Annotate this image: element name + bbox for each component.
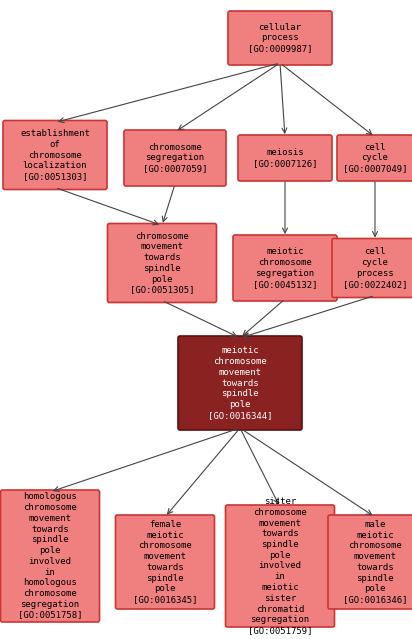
FancyBboxPatch shape <box>3 121 107 190</box>
FancyBboxPatch shape <box>0 490 100 622</box>
Text: cell
cycle
[GO:0007049]: cell cycle [GO:0007049] <box>343 142 407 173</box>
Text: meiotic
chromosome
segregation
[GO:0045132]: meiotic chromosome segregation [GO:00451… <box>253 247 317 289</box>
Text: cellular
process
[GO:0009987]: cellular process [GO:0009987] <box>248 23 312 53</box>
Text: male
meiotic
chromosome
movement
towards
spindle
pole
[GO:0016346]: male meiotic chromosome movement towards… <box>343 520 407 604</box>
FancyBboxPatch shape <box>115 515 215 609</box>
Text: chromosome
segregation
[GO:0007059]: chromosome segregation [GO:0007059] <box>143 142 207 173</box>
FancyBboxPatch shape <box>228 11 332 65</box>
Text: homologous
chromosome
movement
towards
spindle
pole
involved
in
homologous
chrom: homologous chromosome movement towards s… <box>18 493 82 620</box>
FancyBboxPatch shape <box>124 130 226 186</box>
Text: sister
chromosome
movement
towards
spindle
pole
involved
in
meiotic
sister
chrom: sister chromosome movement towards spind… <box>248 497 312 635</box>
Text: chromosome
movement
towards
spindle
pole
[GO:0051305]: chromosome movement towards spindle pole… <box>130 231 194 295</box>
FancyBboxPatch shape <box>108 224 216 302</box>
FancyBboxPatch shape <box>233 235 337 301</box>
Text: cell
cycle
process
[GO:0022402]: cell cycle process [GO:0022402] <box>343 247 407 289</box>
FancyBboxPatch shape <box>337 135 412 181</box>
Text: establishment
of
chromosome
localization
[GO:0051303]: establishment of chromosome localization… <box>20 129 90 181</box>
FancyBboxPatch shape <box>238 135 332 181</box>
Text: meiotic
chromosome
movement
towards
spindle
pole
[GO:0016344]: meiotic chromosome movement towards spin… <box>208 346 272 420</box>
FancyBboxPatch shape <box>328 515 412 609</box>
FancyBboxPatch shape <box>178 336 302 430</box>
Text: meiosis
[GO:0007126]: meiosis [GO:0007126] <box>253 148 317 168</box>
Text: female
meiotic
chromosome
movement
towards
spindle
pole
[GO:0016345]: female meiotic chromosome movement towar… <box>133 520 197 604</box>
FancyBboxPatch shape <box>225 505 335 627</box>
FancyBboxPatch shape <box>332 238 412 298</box>
